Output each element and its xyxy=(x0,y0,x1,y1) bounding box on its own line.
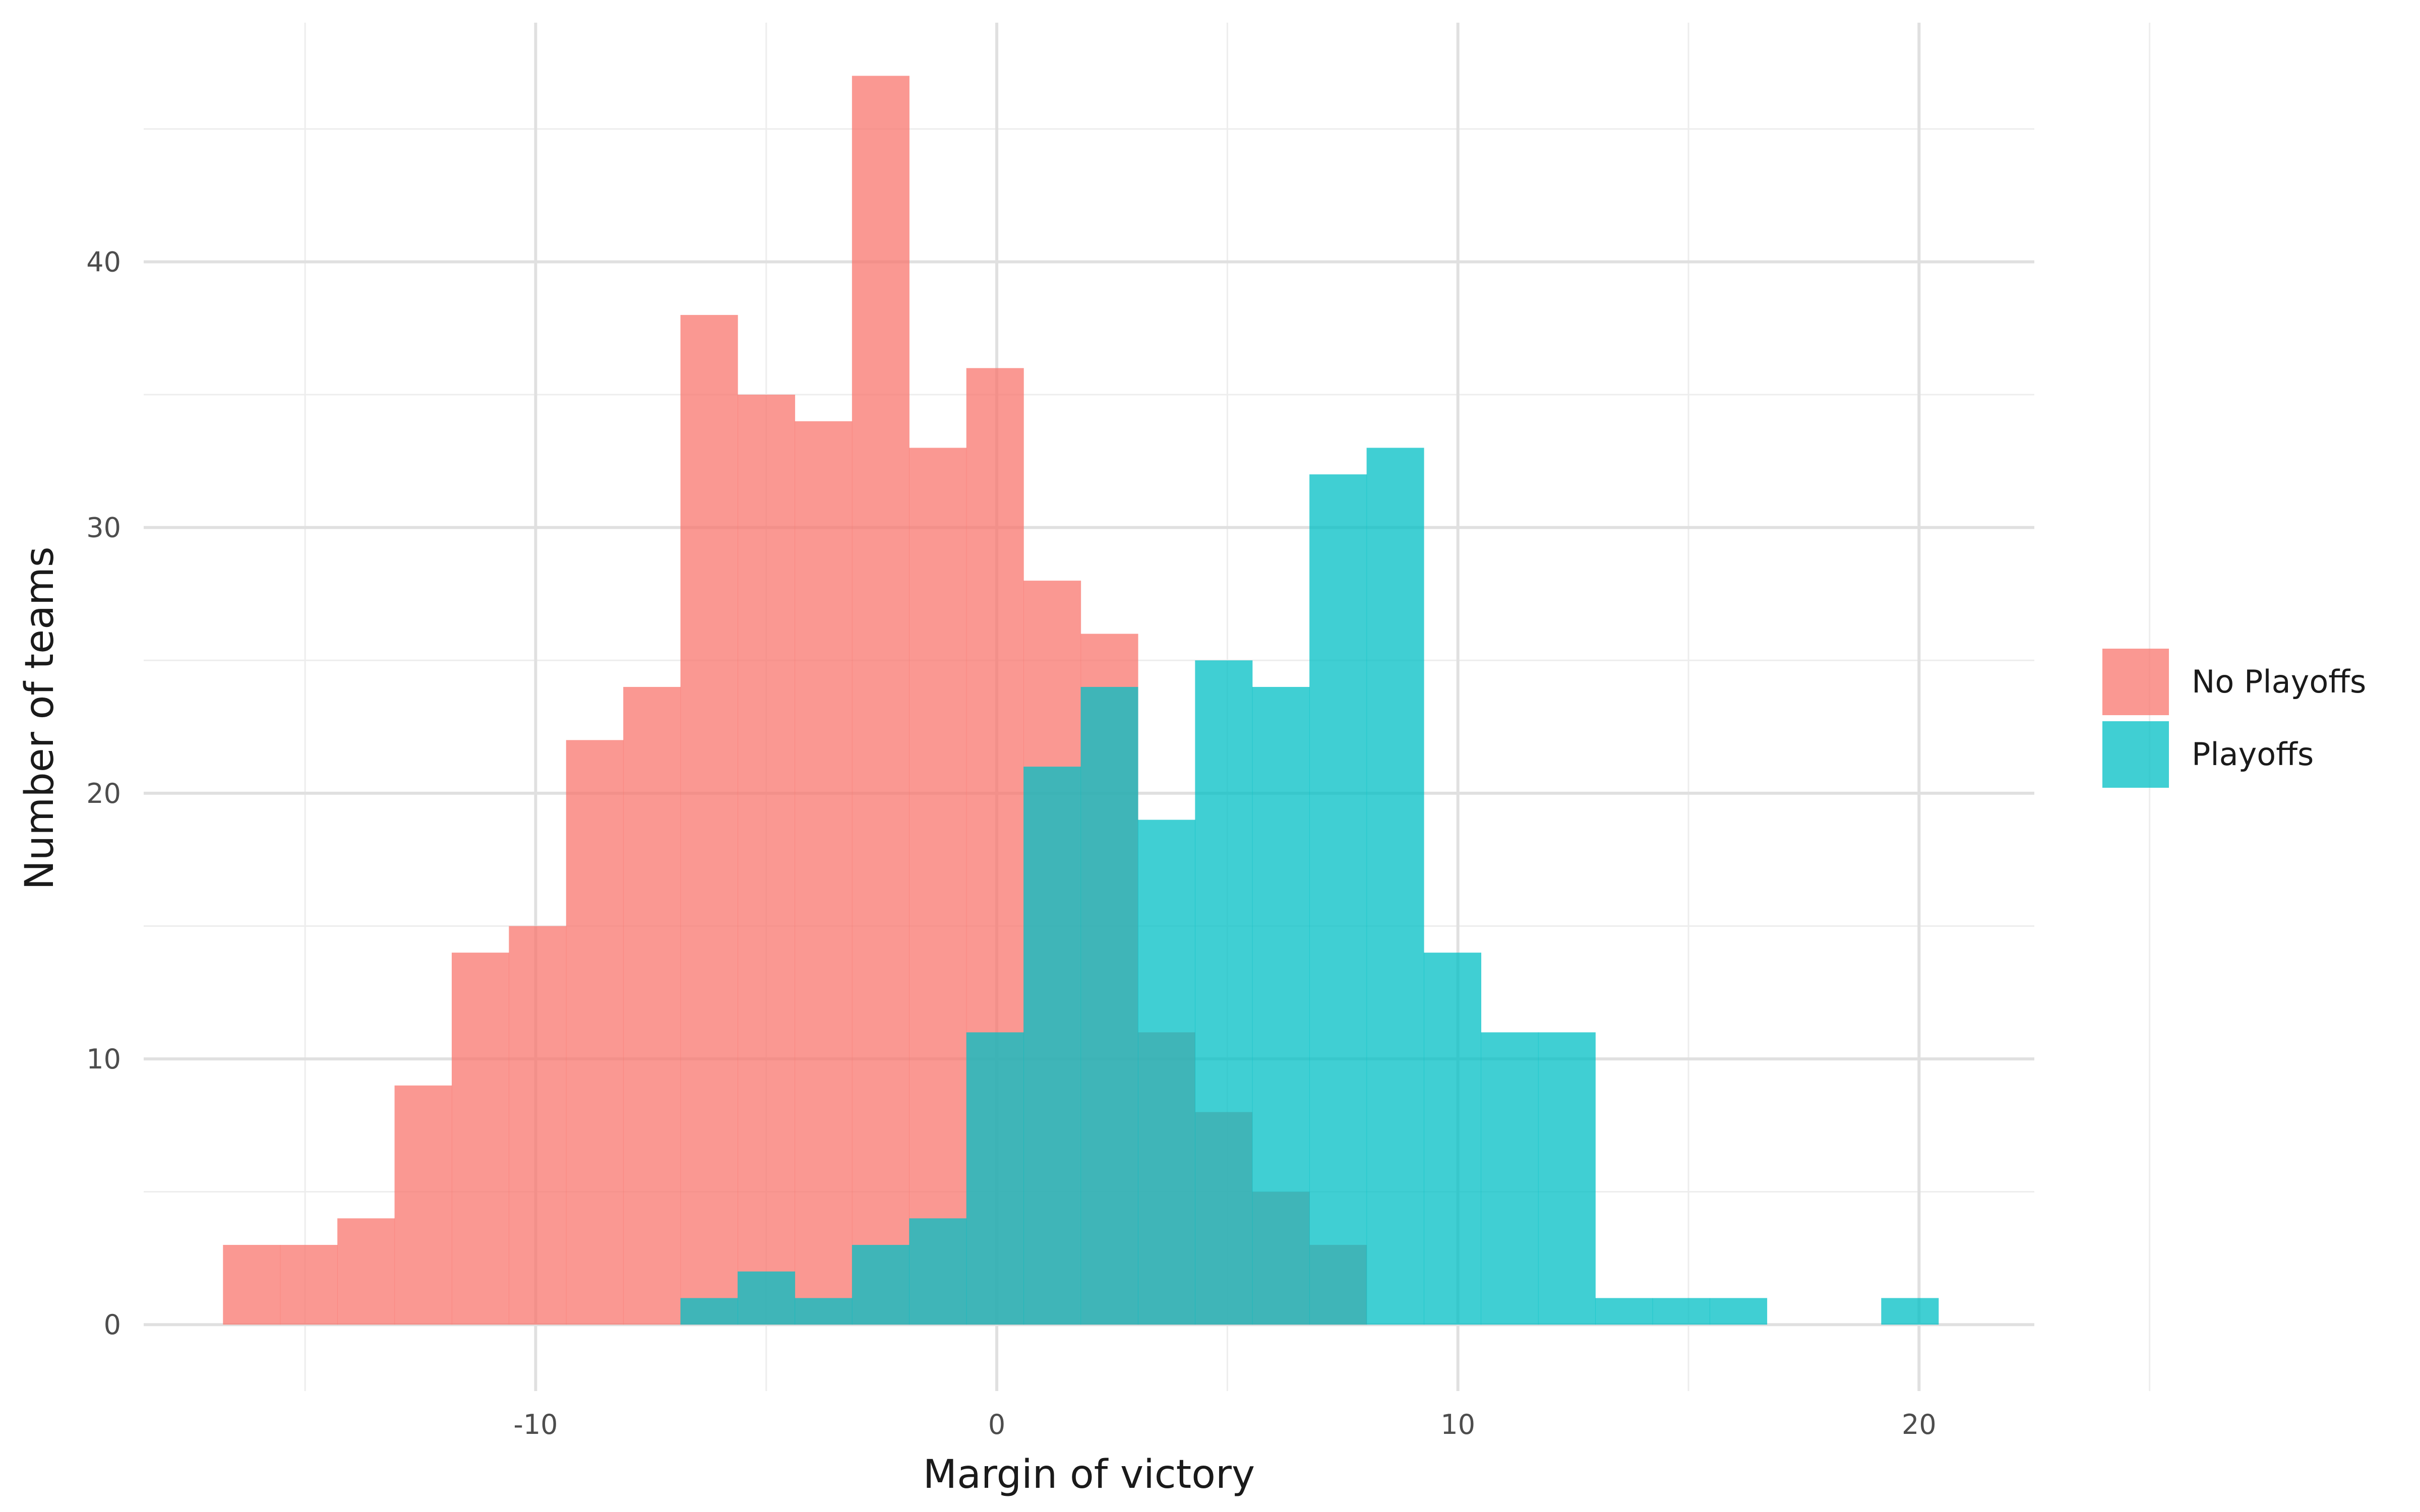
legend-label-no-playoffs: No Playoffs xyxy=(2192,663,2366,700)
no-playoffs-bar xyxy=(738,395,796,1325)
no-playoffs-bar xyxy=(394,1085,452,1325)
playoffs-bar xyxy=(1881,1298,1939,1325)
playoffs-bar xyxy=(1195,660,1253,1325)
playoffs-bar xyxy=(966,1032,1024,1325)
no-playoffs-bar xyxy=(852,76,910,1325)
playoffs-bar xyxy=(1710,1298,1768,1325)
playoffs-bar xyxy=(1595,1298,1653,1325)
playoffs-bar xyxy=(1652,1298,1710,1325)
y-tick-label: 30 xyxy=(86,512,121,544)
playoffs-bar xyxy=(1137,820,1195,1325)
legend-key-playoffs xyxy=(2102,721,2169,788)
playoffs-bar xyxy=(852,1245,910,1325)
playoffs-bar xyxy=(1309,474,1367,1325)
playoffs-bar xyxy=(1080,686,1138,1325)
no-playoffs-bar xyxy=(623,686,681,1325)
playoffs-bar xyxy=(1366,448,1424,1325)
x-tick-label: 20 xyxy=(1902,1409,1937,1440)
no-playoffs-bar xyxy=(509,926,567,1325)
playoffs-bar xyxy=(1481,1032,1539,1325)
x-tick-label: -10 xyxy=(513,1409,558,1440)
no-playoffs-bar xyxy=(680,314,738,1325)
playoffs-bar xyxy=(1538,1032,1596,1325)
playoffs-bar xyxy=(680,1298,738,1325)
y-tick-label: 10 xyxy=(86,1043,121,1075)
y-tick-label: 0 xyxy=(104,1309,121,1341)
no-playoffs-bar xyxy=(280,1245,338,1325)
playoffs-bar xyxy=(795,1298,853,1325)
playoffs-bar xyxy=(1252,686,1310,1325)
playoffs-series xyxy=(680,448,1939,1325)
y-tick-label: 40 xyxy=(86,246,121,278)
no-playoffs-bar xyxy=(451,953,509,1325)
y-axis-tick-labels: 0 10 20 30 40 xyxy=(86,246,121,1341)
no-playoffs-bar xyxy=(795,421,853,1325)
legend-key-no-playoffs xyxy=(2102,649,2169,715)
no-playoffs-bar xyxy=(909,448,967,1325)
playoffs-bar xyxy=(738,1271,796,1325)
playoffs-bar xyxy=(1424,953,1482,1325)
x-axis-tick-labels: -10 0 10 20 xyxy=(513,1409,1936,1440)
legend: No Playoffs Playoffs xyxy=(2102,649,2366,788)
x-axis-title: Margin of victory xyxy=(923,1452,1255,1497)
no-playoffs-bar xyxy=(223,1245,281,1325)
no-playoffs-bar xyxy=(566,740,624,1325)
playoffs-bar xyxy=(1023,767,1081,1325)
y-axis-title: Number of teams xyxy=(17,546,63,890)
x-tick-label: 0 xyxy=(988,1409,1005,1440)
legend-label-playoffs: Playoffs xyxy=(2192,736,2314,773)
x-tick-label: 10 xyxy=(1440,1409,1475,1440)
y-tick-label: 20 xyxy=(86,778,121,809)
playoffs-bar xyxy=(909,1218,967,1325)
no-playoffs-bar xyxy=(337,1218,395,1325)
